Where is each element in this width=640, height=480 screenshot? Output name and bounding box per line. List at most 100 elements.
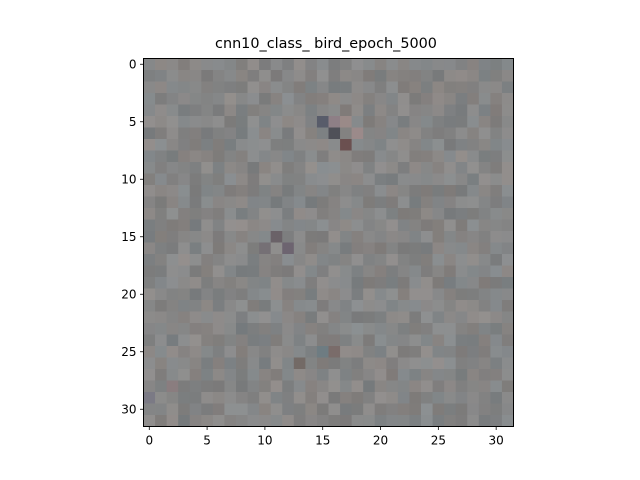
heatmap-cell — [247, 277, 260, 289]
heatmap-cell — [155, 357, 168, 370]
heatmap-cell — [455, 242, 468, 255]
heatmap-cell — [305, 323, 318, 335]
heatmap-cell — [432, 219, 445, 232]
y-tick-label: 20 — [121, 288, 136, 302]
heatmap-cell — [490, 116, 503, 128]
heatmap-cell — [293, 70, 306, 82]
heatmap-cell — [316, 231, 329, 243]
heatmap-cell — [467, 58, 480, 71]
heatmap-cell — [478, 173, 491, 186]
heatmap-cell — [143, 415, 156, 427]
heatmap-cell — [201, 346, 214, 358]
heatmap-cell — [397, 334, 410, 347]
heatmap-cell — [212, 219, 225, 232]
heatmap-cell — [178, 265, 191, 278]
heatmap-cell — [467, 93, 480, 105]
heatmap-cell — [270, 300, 283, 312]
heatmap-cell — [236, 150, 248, 163]
heatmap-cell — [259, 346, 272, 358]
heatmap-cell — [490, 139, 503, 151]
heatmap-cell — [282, 173, 295, 186]
heatmap-cell — [501, 300, 514, 312]
heatmap-cell — [155, 162, 168, 174]
heatmap-cell — [363, 162, 376, 174]
heatmap-cell — [282, 185, 295, 197]
heatmap-cell — [247, 357, 260, 370]
heatmap-cell — [305, 254, 318, 266]
heatmap-cell — [432, 392, 445, 404]
heatmap-cell — [178, 127, 191, 140]
heatmap-cell — [351, 93, 364, 105]
heatmap-cell — [328, 265, 341, 278]
heatmap-cell — [501, 346, 514, 358]
heatmap-cell — [259, 334, 272, 347]
heatmap-cell — [155, 311, 168, 324]
heatmap-cell — [478, 58, 491, 71]
heatmap-cell — [501, 380, 514, 393]
x-axis: 0 5 10 15 20 25 30 — [145, 426, 504, 448]
heatmap-cell — [363, 369, 376, 381]
heatmap-cell — [224, 196, 237, 209]
heatmap-cell — [397, 265, 410, 278]
heatmap-cell — [316, 127, 329, 140]
heatmap-cell — [212, 369, 225, 381]
heatmap-cell — [282, 300, 295, 312]
heatmap-cell — [259, 242, 272, 255]
heatmap-cell — [328, 323, 341, 335]
heatmap-cell — [328, 403, 341, 416]
heatmap-cell — [316, 380, 329, 393]
heatmap-cell — [270, 185, 283, 197]
heatmap-cell — [340, 369, 353, 381]
heatmap-cell — [340, 380, 353, 393]
heatmap-cell — [236, 323, 248, 335]
heatmap-cell — [478, 150, 491, 163]
heatmap-cell — [282, 208, 295, 220]
heatmap-cell — [155, 300, 168, 312]
heatmap-cell — [259, 323, 272, 335]
heatmap-cell — [143, 104, 156, 117]
heatmap-cell — [247, 231, 260, 243]
x-tick-label: 10 — [257, 434, 272, 448]
heatmap-cell — [444, 58, 457, 71]
heatmap-cell — [316, 357, 329, 370]
heatmap-cell — [397, 323, 410, 335]
heatmap-cell — [259, 162, 272, 174]
heatmap-cell — [421, 288, 433, 301]
heatmap-cell — [501, 392, 514, 404]
heatmap-cell — [363, 196, 376, 209]
heatmap-cell — [236, 242, 248, 255]
heatmap-cell — [421, 311, 433, 324]
heatmap-cell — [478, 127, 491, 140]
heatmap-cell — [270, 380, 283, 393]
heatmap-cell — [374, 162, 387, 174]
heatmap-cell — [270, 369, 283, 381]
heatmap-cell — [247, 219, 260, 232]
heatmap-cell — [224, 127, 237, 140]
heatmap-cell — [270, 415, 283, 427]
heatmap-cell — [201, 242, 214, 255]
heatmap-cell — [305, 104, 318, 117]
heatmap-cell — [363, 81, 376, 94]
heatmap-cell — [374, 357, 387, 370]
heatmap-cell — [224, 415, 237, 427]
heatmap-cell — [397, 116, 410, 128]
heatmap-cell — [444, 208, 457, 220]
heatmap-cell — [351, 139, 364, 151]
heatmap-cell — [444, 288, 457, 301]
heatmap-cell — [363, 116, 376, 128]
heatmap-cell — [143, 139, 156, 151]
heatmap-cell — [478, 357, 491, 370]
heatmap-cell — [282, 346, 295, 358]
heatmap-cell — [224, 380, 237, 393]
heatmap-cell — [432, 173, 445, 186]
heatmap-cell — [397, 93, 410, 105]
heatmap-cell — [444, 139, 457, 151]
heatmap-cell — [397, 208, 410, 220]
heatmap-cell — [421, 127, 433, 140]
heatmap-cell — [351, 357, 364, 370]
heatmap-cell — [305, 219, 318, 232]
heatmap-cell — [386, 185, 399, 197]
heatmap-cell — [224, 369, 237, 381]
heatmap-cell — [328, 254, 341, 266]
heatmap-cell — [444, 277, 457, 289]
